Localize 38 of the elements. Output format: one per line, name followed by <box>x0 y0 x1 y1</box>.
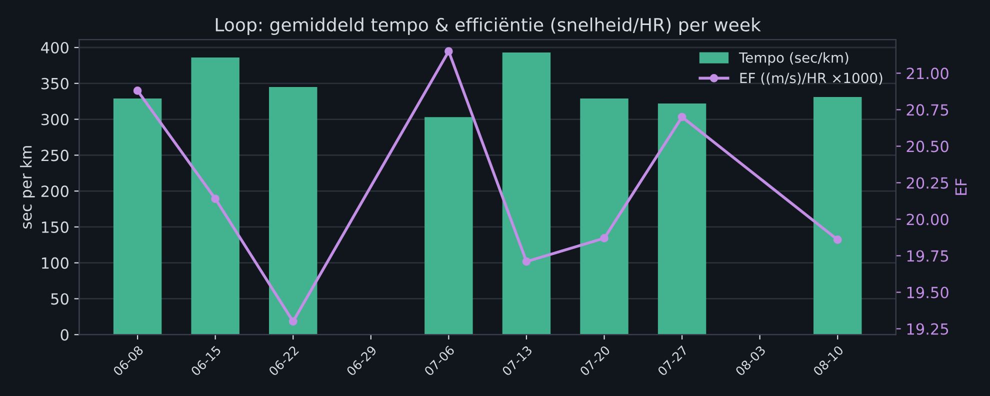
point <box>211 194 220 203</box>
y-tick-label: 200 <box>41 186 68 198</box>
y2-tick-label: 20.50 <box>906 140 948 152</box>
y2-tick-label: 20.25 <box>906 177 948 189</box>
bar <box>813 97 862 335</box>
bar <box>502 52 551 335</box>
y-axis-title: sec per km <box>20 146 35 229</box>
y-tick-label: 250 <box>41 150 68 162</box>
point <box>522 257 531 266</box>
y2-tick-label: 21.00 <box>906 68 948 80</box>
y-tick-label: 300 <box>41 114 68 126</box>
bar <box>580 98 628 335</box>
y2-tick-label: 19.25 <box>907 323 948 335</box>
y-tick-label: 100 <box>42 257 68 269</box>
point <box>678 112 686 122</box>
y2-tick-label: 20.75 <box>906 104 948 116</box>
y2-tick-label: 19.75 <box>907 250 948 262</box>
point <box>833 236 842 244</box>
y-tick-label: 0 <box>60 329 68 341</box>
y-tick-label: 150 <box>42 221 68 233</box>
y2-axis-title: EF <box>955 178 967 195</box>
point <box>133 86 142 95</box>
y2-tick-label: 19.50 <box>907 286 948 298</box>
y-tick-label: 350 <box>41 78 68 90</box>
y2-tick-label: 20.00 <box>906 214 948 226</box>
point <box>288 317 298 326</box>
legend-label: EF ((m/s)/HR ×1000) <box>740 72 882 85</box>
chart-title: Loop: gemiddeld tempo & efficiëntie (snelheid/HR) per week <box>216 18 761 36</box>
legend-label: Tempo (sec/km) <box>738 52 848 66</box>
y-tick-label: 400 <box>41 42 68 54</box>
y-tick-label: 50 <box>51 293 68 305</box>
bar <box>268 86 318 335</box>
bar <box>424 117 473 335</box>
point <box>444 47 453 56</box>
bar <box>658 103 706 335</box>
bar <box>113 98 162 335</box>
point <box>600 234 608 242</box>
bar <box>191 58 240 335</box>
